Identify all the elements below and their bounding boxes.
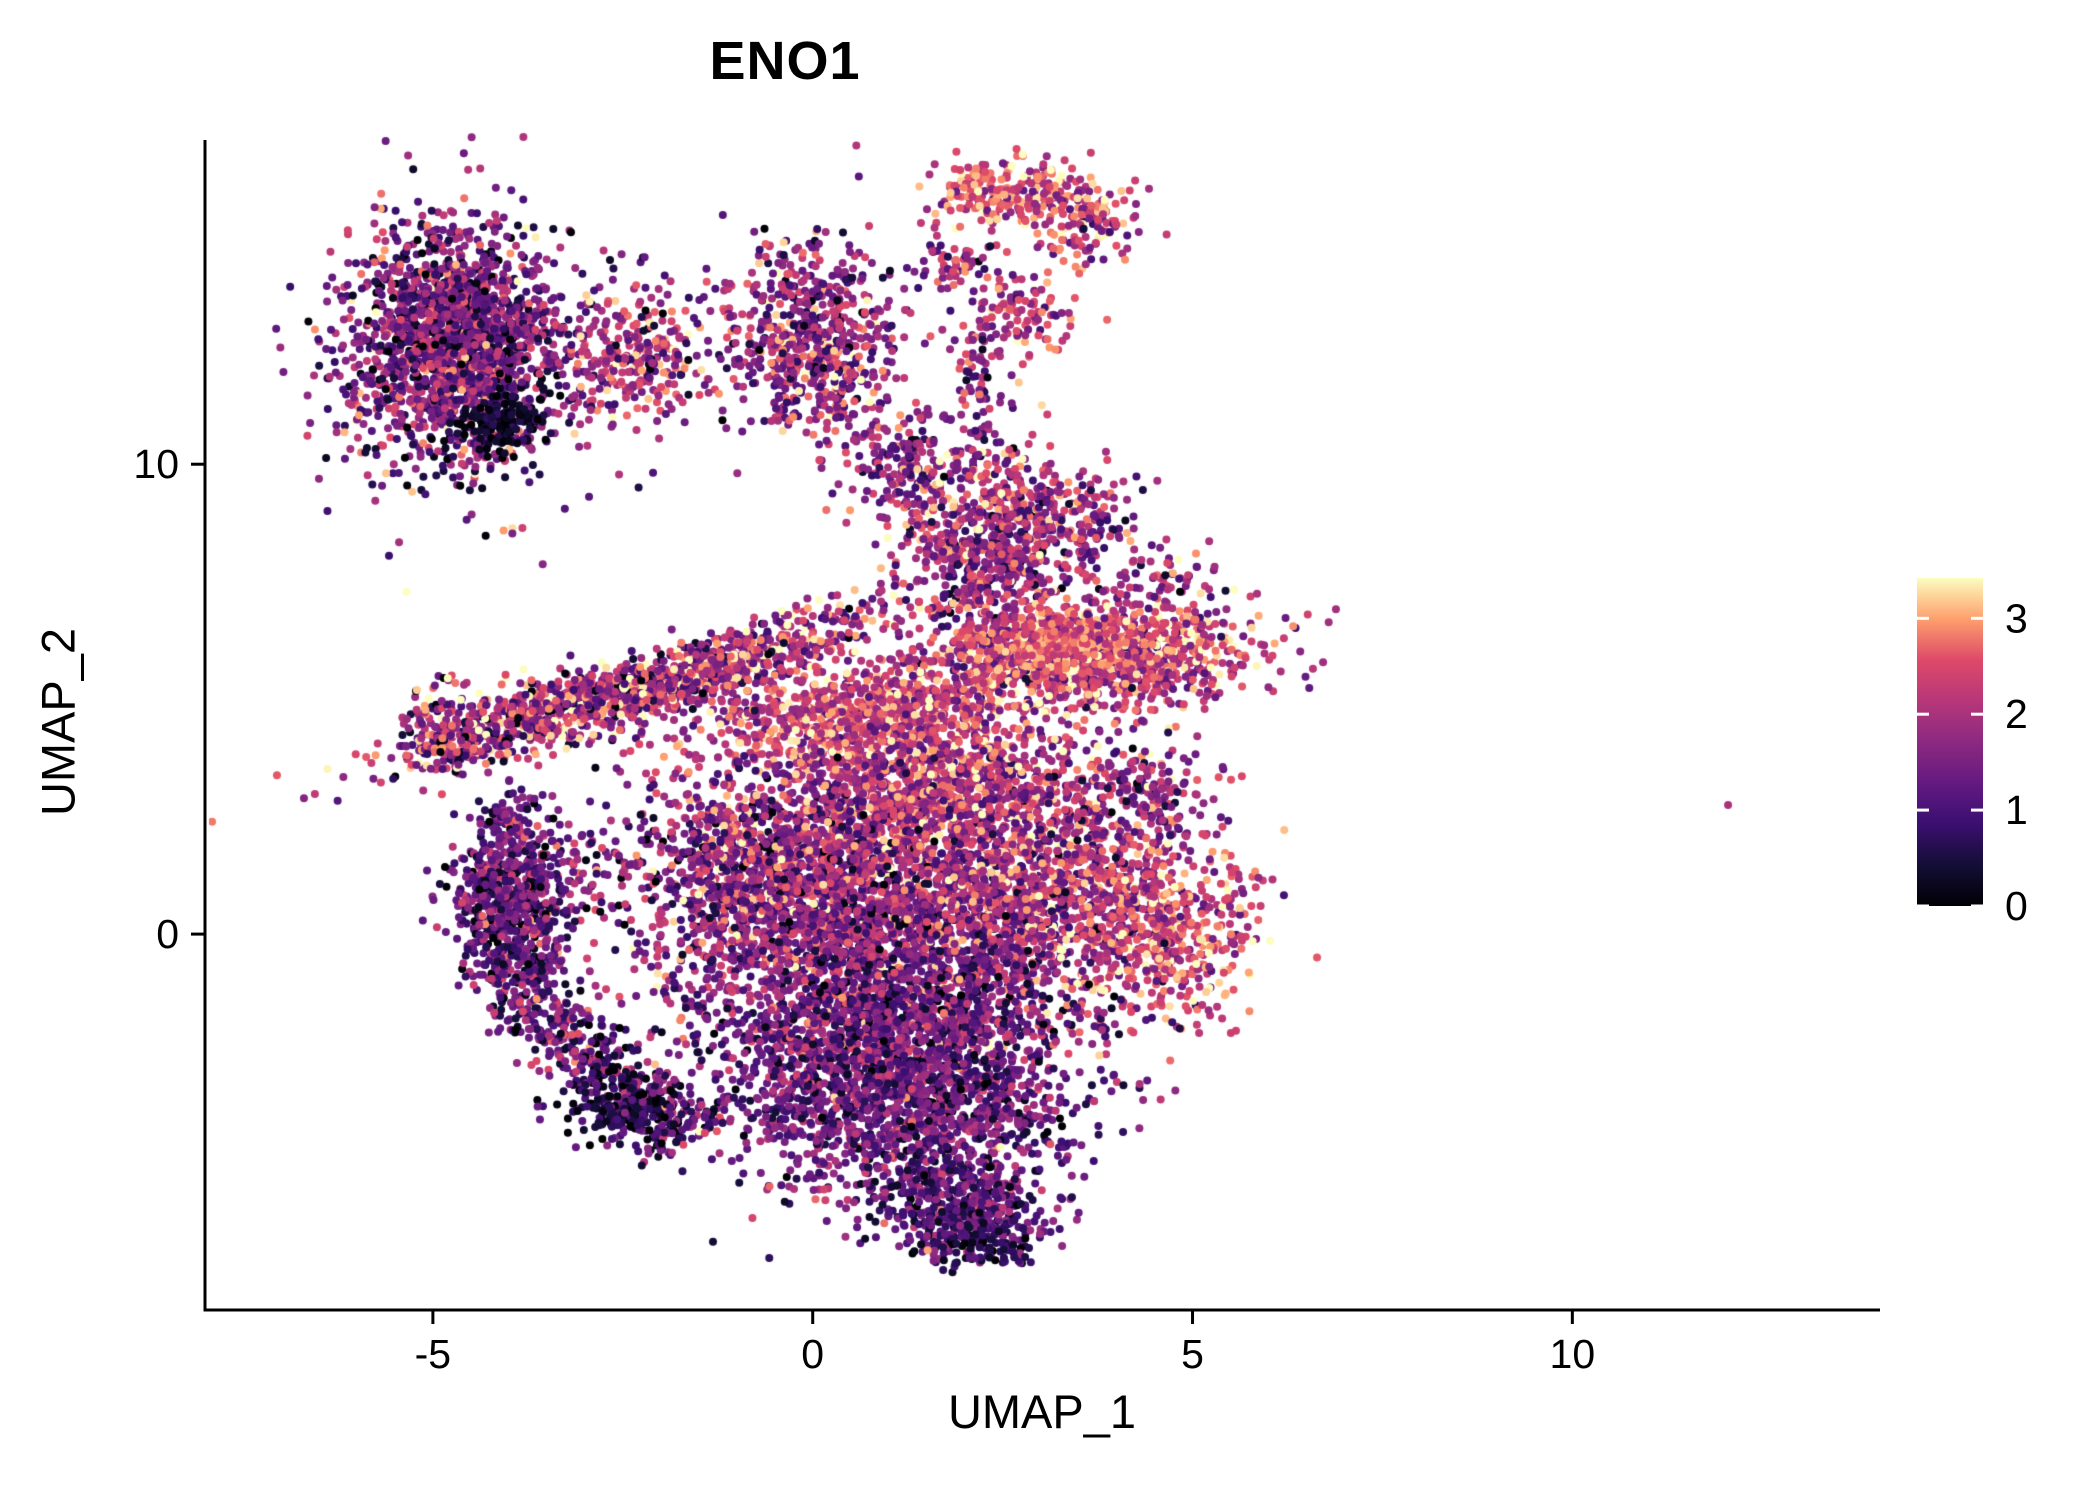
colorbar-tick-label: 2 [2005,691,2028,737]
y-tick-label: 0 [156,911,179,957]
chart-title: ENO1 [709,31,861,91]
colorbar-tick-label: 1 [2005,787,2028,833]
x-axis-title: UMAP_1 [947,1385,1137,1438]
x-tick-label: 5 [1181,1331,1204,1377]
colorbar-gradient [1917,578,1983,906]
colorbar-tick-label: 0 [2005,883,2028,929]
y-axis-title: UMAP_2 [31,627,85,817]
x-tick-label: -5 [415,1331,451,1377]
y-tick-label: 10 [133,441,179,487]
colorbar-tick-label: 3 [2005,595,2028,641]
x-tick-label: 10 [1550,1331,1596,1377]
x-tick-label: 0 [801,1331,824,1377]
